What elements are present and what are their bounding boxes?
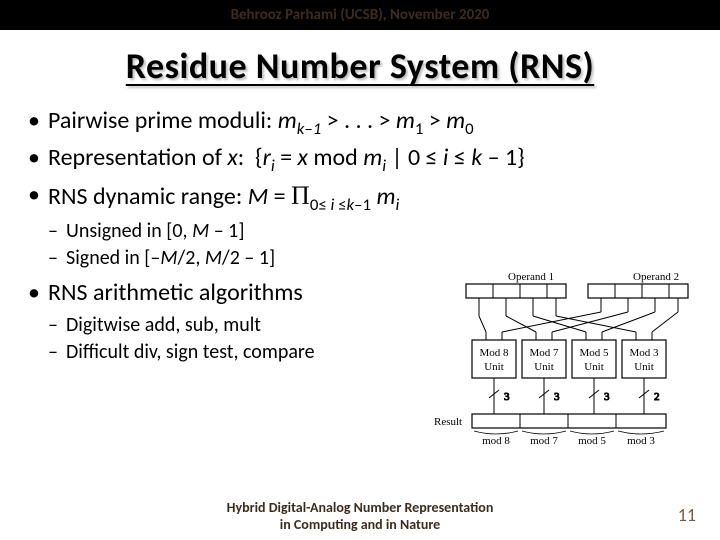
svg-text:mod 7: mod 7 [530, 435, 558, 447]
svg-text:Unit: Unit [634, 361, 654, 373]
svg-text:3: 3 [604, 391, 610, 403]
underbraces [474, 431, 664, 434]
s2b: /2, [178, 246, 205, 270]
s2a: Signed in [– [66, 246, 160, 270]
op1-label: Operand 1 [508, 271, 554, 283]
svg-text:Mod 7: Mod 7 [529, 347, 559, 359]
header-text: Behrooz Parhami (UCSB), November 2020 [231, 6, 490, 24]
footer-line-1: Hybrid Digital-Analog Number Representat… [0, 500, 720, 517]
footer-line-2: in Computing and in Nature [0, 517, 720, 534]
operand2-reg [588, 284, 688, 298]
output-lines: 3 3 3 2 [489, 378, 660, 414]
op2-label: Operand 2 [633, 271, 679, 283]
svg-text:mod 5: mod 5 [578, 435, 606, 447]
rns-diagram: Operand 1 Operand 2 Mod 8 Unit [428, 268, 698, 456]
svg-text:Mod 3: Mod 3 [629, 347, 659, 359]
page-title: Residue Number System (RNS) [0, 44, 720, 88]
header-bar: Behrooz Parhami (UCSB), November 2020 [0, 0, 720, 30]
s2c: /2 – 1] [222, 246, 275, 270]
sub-list-range: Unsigned in [0, M – 1] Signed in [–M/2, … [26, 218, 694, 272]
b2-pre: Representation of [48, 143, 227, 172]
bullet-representation: Representation of x: {ri = x mod mi | 0 … [26, 143, 694, 176]
svg-text:Mod 5: Mod 5 [579, 347, 609, 359]
sub-unsigned: Unsigned in [0, M – 1] [26, 218, 694, 245]
page-number: 11 [678, 504, 696, 526]
bullet-list: Pairwise prime moduli: mk–1 > . . . > m1… [26, 106, 694, 214]
mod-labels: mod 8 mod 7 mod 5 mod 3 [482, 435, 655, 447]
svg-text:Unit: Unit [534, 361, 554, 373]
b3-pre: RNS dynamic range: [48, 182, 248, 211]
svg-text:3: 3 [504, 391, 510, 403]
s1b: – 1] [209, 219, 244, 243]
b1-pre: Pairwise prime moduli: [48, 106, 278, 135]
svg-text:2: 2 [654, 391, 660, 403]
svg-text:mod 8: mod 8 [482, 435, 510, 447]
operand1-reg [466, 284, 566, 298]
svg-text:Unit: Unit [484, 361, 504, 373]
mod-units: Mod 8 Unit Mod 7 Unit Mod 5 Unit Mod 3 U… [472, 340, 666, 378]
s1a: Unsigned in [0, [66, 219, 192, 243]
routing-lines [479, 298, 678, 340]
result-reg [472, 414, 666, 428]
bullet-range: RNS dynamic range: M = Π0≤ i ≤k–1 mi [26, 180, 694, 215]
svg-text:3: 3 [554, 391, 560, 403]
svg-text:Mod 8: Mod 8 [479, 347, 509, 359]
bullet-pairwise: Pairwise prime moduli: mk–1 > . . . > m1… [26, 106, 694, 139]
footer: Hybrid Digital-Analog Number Representat… [0, 500, 720, 534]
svg-text:mod 3: mod 3 [627, 435, 655, 447]
result-label: Result [434, 416, 462, 428]
svg-text:Unit: Unit [584, 361, 604, 373]
